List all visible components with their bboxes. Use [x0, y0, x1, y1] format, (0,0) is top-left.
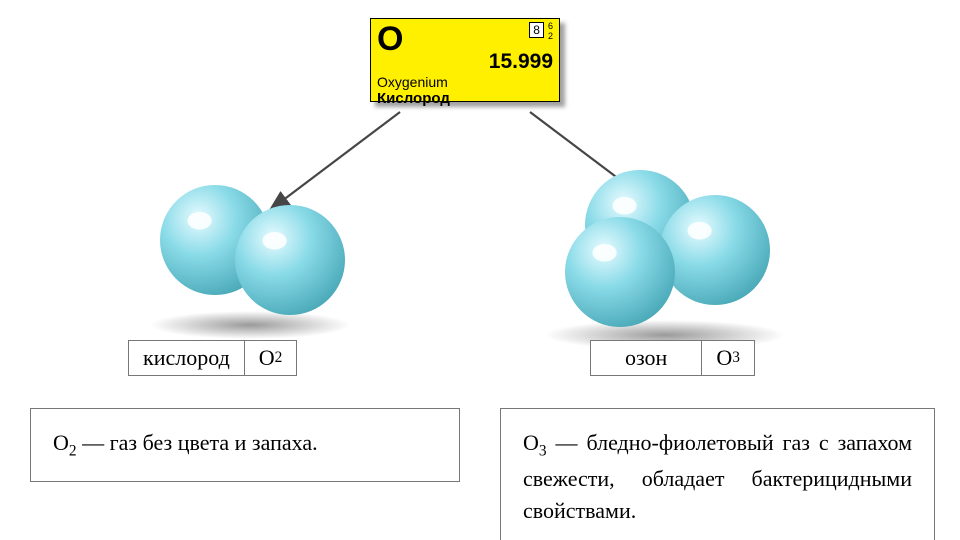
element-card: O 8 6 2 15.999 Oxygenium Кислород [370, 18, 560, 102]
oxygen-name-label: кислород [128, 340, 245, 376]
atomic-number: 8 [529, 22, 544, 38]
ozone-formula-base: O [716, 345, 732, 371]
oxygen-desc-formula-sub: 2 [69, 442, 77, 459]
oxygen-desc-text: — газ без цвета и запаха. [77, 430, 318, 455]
oxygen-molecule [160, 185, 345, 315]
atom-sphere [235, 205, 345, 315]
ozone-formula-label: O3 [702, 340, 755, 376]
ozone-description: O3 — бледно-фиолетовый газ с запахом све… [500, 408, 935, 540]
element-symbol: O [377, 22, 403, 56]
atom-sphere [585, 170, 695, 280]
ozone-formula-sub: 3 [732, 349, 740, 367]
oxidation-bottom: 2 [548, 32, 553, 42]
oxygen-formula-base: O [259, 345, 275, 371]
atom-highlight [688, 222, 712, 240]
oxygen-formula-label: O2 [245, 340, 298, 376]
oxygen-formula-sub: 2 [275, 349, 283, 367]
ozone-desc-formula-base: O [523, 430, 539, 455]
atom-highlight [188, 212, 212, 230]
oxygen-description: O2 — газ без цвета и запаха. [30, 408, 460, 482]
oxygen-label-row: кислород O2 [128, 340, 297, 376]
arrow-left [270, 112, 400, 210]
ozone-label-row: озон O3 [590, 340, 755, 376]
atom-highlight [613, 197, 637, 215]
latin-name: Oxygenium [377, 74, 553, 90]
atom-highlight [263, 232, 287, 250]
arrow-right [530, 112, 660, 210]
element-right-col: 8 6 2 [529, 22, 553, 42]
shadow-left [150, 311, 350, 339]
atom-sphere [565, 217, 675, 327]
oxygen-desc-formula-base: O [53, 430, 69, 455]
ozone-desc-text: — бледно-фиолетовый газ с запахом свежес… [523, 430, 912, 523]
ozone-desc-formula-sub: 3 [539, 442, 547, 459]
oxidation-states: 6 2 [548, 22, 553, 42]
atom-sphere [160, 185, 270, 295]
ozone-name-label: озон [590, 340, 702, 376]
russian-name: Кислород [377, 90, 553, 107]
atom-highlight [593, 244, 617, 262]
ozone-molecule [565, 170, 770, 327]
atom-sphere [660, 195, 770, 305]
